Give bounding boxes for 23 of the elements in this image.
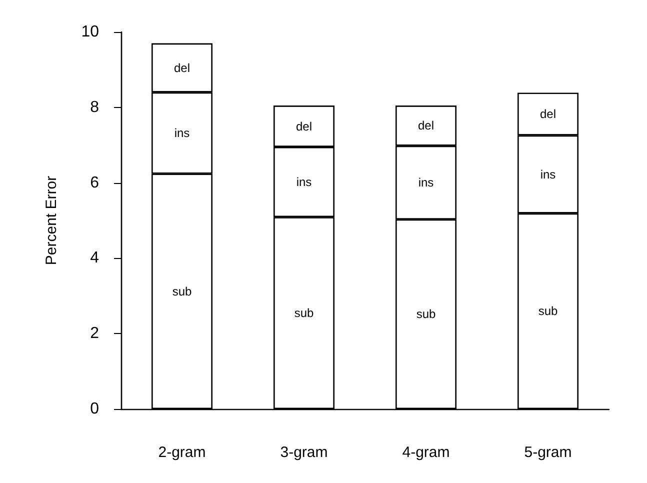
text: ins xyxy=(296,175,312,190)
text: sub xyxy=(538,304,558,318)
series-label: ins xyxy=(174,126,190,140)
x-tick-label: 5-gram xyxy=(524,444,572,461)
x-tick-label: 2-gram xyxy=(158,444,206,461)
y-tick-label: 10 xyxy=(81,24,100,40)
text: del xyxy=(296,119,312,134)
text: ins xyxy=(540,167,556,182)
text: sub xyxy=(294,306,314,320)
series-label: sub xyxy=(172,284,192,298)
text: sub xyxy=(416,307,436,322)
y-axis-title: Percent Error xyxy=(43,176,60,266)
y-tick-label: 6 xyxy=(90,174,100,192)
series-label: del xyxy=(418,118,434,133)
y-tick-label: 8 xyxy=(90,98,100,116)
x-tick-label: 4-gram xyxy=(402,444,450,461)
y-tick-label: 4 xyxy=(90,250,100,267)
text: ins xyxy=(418,176,434,190)
x-tick-label: 3-gram xyxy=(280,444,328,461)
y-tick-label: 2 xyxy=(90,325,100,342)
text: del xyxy=(174,60,190,75)
text: del xyxy=(540,106,556,121)
y-tick-label: 0 xyxy=(90,400,100,418)
